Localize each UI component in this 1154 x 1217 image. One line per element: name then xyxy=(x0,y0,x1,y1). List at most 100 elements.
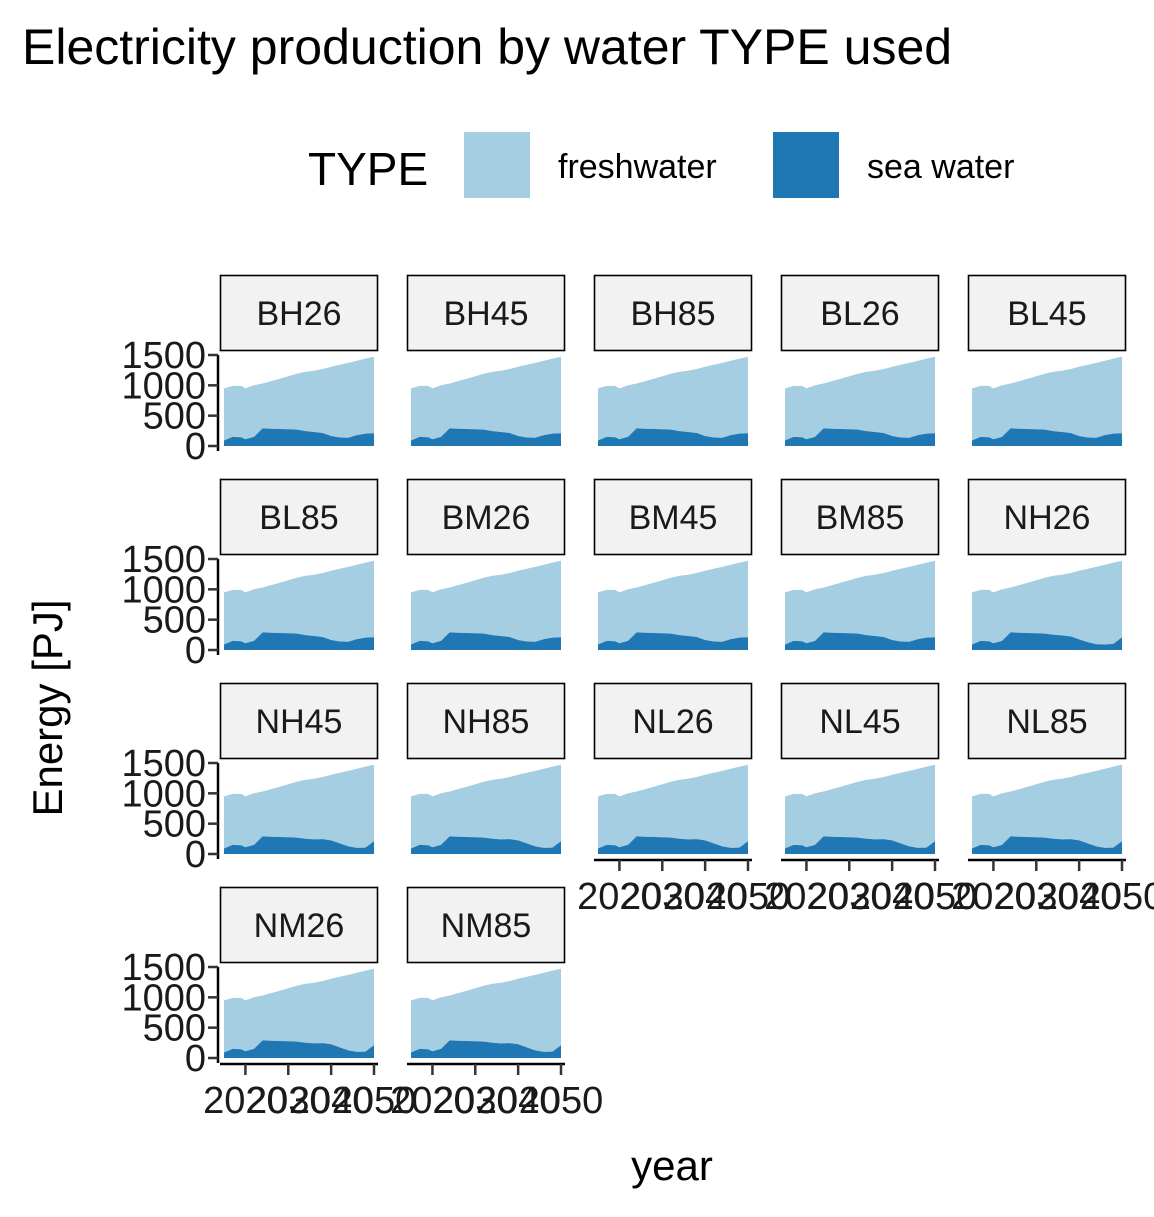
y-tick-label: 1000 xyxy=(121,365,206,407)
y-tick-label: 500 xyxy=(143,396,206,438)
area-sea-water-bl85 xyxy=(224,632,374,650)
legend-title: TYPE xyxy=(308,143,429,195)
facet-label-bl45: BL45 xyxy=(1007,295,1086,333)
facet-strip-bl26 xyxy=(780,274,940,352)
area-sea-water-bm26 xyxy=(411,632,561,650)
facet-label-nm85: NM85 xyxy=(441,907,532,945)
x-tick-label: 2050 xyxy=(706,876,791,918)
x-tick-label: 2030 xyxy=(620,876,705,918)
area-freshwater-nl26 xyxy=(598,764,748,849)
area-freshwater-bl45 xyxy=(972,356,1122,441)
facet-label-nl26: NL26 xyxy=(632,703,713,741)
y-tick-label: 1000 xyxy=(121,569,206,611)
facet-label-bm85: BM85 xyxy=(816,499,905,537)
x-tick-label: 2040 xyxy=(289,1080,374,1122)
area-freshwater-bm26 xyxy=(411,560,561,645)
y-tick-label: 0 xyxy=(185,630,206,672)
y-tick-label: 500 xyxy=(143,600,206,642)
x-tick-label: 2020 xyxy=(764,876,849,918)
area-freshwater-bh26 xyxy=(224,356,374,441)
area-sea-water-nh26 xyxy=(972,632,1122,650)
area-freshwater-nh45 xyxy=(224,764,374,849)
x-tick-label: 2050 xyxy=(893,876,978,918)
facet-label-bh85: BH85 xyxy=(630,295,715,333)
x-tick-label: 2020 xyxy=(951,876,1036,918)
area-freshwater-nm26 xyxy=(224,968,374,1053)
x-tick-label: 2050 xyxy=(332,1080,417,1122)
facet-strip-bm26 xyxy=(406,478,566,556)
area-sea-water-nl45 xyxy=(785,836,935,854)
facet-label-bh26: BH26 xyxy=(256,295,341,333)
facet-label-nm26: NM26 xyxy=(254,907,345,945)
y-tick-label: 1500 xyxy=(121,539,206,581)
area-sea-water-bh45 xyxy=(411,428,561,446)
facet-label-nl85: NL85 xyxy=(1006,703,1087,741)
facet-label-bh45: BH45 xyxy=(443,295,528,333)
facet-strip-bh26 xyxy=(219,274,379,352)
area-sea-water-bl45 xyxy=(972,428,1122,446)
y-tick-label: 1500 xyxy=(121,335,206,377)
facet-label-bm26: BM26 xyxy=(442,499,531,537)
x-tick-label: 2030 xyxy=(246,1080,331,1122)
x-tick-label: 2040 xyxy=(476,1080,561,1122)
x-tick-label: 2040 xyxy=(663,876,748,918)
area-freshwater-bl26 xyxy=(785,356,935,441)
x-tick-label: 2030 xyxy=(807,876,892,918)
area-sea-water-bh26 xyxy=(224,428,374,446)
area-sea-water-bh85 xyxy=(598,428,748,446)
y-tick-label: 1000 xyxy=(121,773,206,815)
area-freshwater-bm45 xyxy=(598,560,748,645)
area-sea-water-nl85 xyxy=(972,836,1122,854)
area-freshwater-bh45 xyxy=(411,356,561,441)
y-tick-label: 1500 xyxy=(121,743,206,785)
area-freshwater-nl85 xyxy=(972,764,1122,849)
legend-label-freshwater: freshwater xyxy=(558,148,717,186)
y-tick-label: 500 xyxy=(143,804,206,846)
facet-strip-nm85 xyxy=(406,886,566,964)
area-sea-water-nm85 xyxy=(411,1040,561,1058)
area-freshwater-nm85 xyxy=(411,968,561,1053)
x-tick-label: 2050 xyxy=(519,1080,604,1122)
y-tick-label: 0 xyxy=(185,834,206,876)
facet-label-nh26: NH26 xyxy=(1004,499,1091,537)
area-freshwater-bl85 xyxy=(224,560,374,645)
facet-label-nh45: NH45 xyxy=(256,703,343,741)
x-tick-label: 2050 xyxy=(1080,876,1154,918)
area-sea-water-nh85 xyxy=(411,836,561,854)
facet-strip-nl45 xyxy=(780,682,940,760)
y-tick-label: 0 xyxy=(185,426,206,468)
legend-label-sea-water: sea water xyxy=(867,148,1015,186)
area-sea-water-bm45 xyxy=(598,632,748,650)
facet-strip-bh85 xyxy=(593,274,753,352)
facet-strip-bl85 xyxy=(219,478,379,556)
facet-strip-bh45 xyxy=(406,274,566,352)
y-tick-label: 500 xyxy=(143,1008,206,1050)
area-sea-water-nl26 xyxy=(598,836,748,854)
facet-strip-nl85 xyxy=(967,682,1127,760)
area-sea-water-nh45 xyxy=(224,836,374,854)
facet-strip-nh26 xyxy=(967,478,1127,556)
facet-label-bm45: BM45 xyxy=(629,499,718,537)
area-freshwater-nh85 xyxy=(411,764,561,849)
facet-strip-bm45 xyxy=(593,478,753,556)
facet-label-bl85: BL85 xyxy=(259,499,338,537)
area-sea-water-nm26 xyxy=(224,1040,374,1058)
x-tick-label: 2030 xyxy=(433,1080,518,1122)
area-freshwater-bm85 xyxy=(785,560,935,645)
legend-key-freshwater xyxy=(464,132,530,198)
facet-label-bl26: BL26 xyxy=(820,295,899,333)
x-tick-label: 2040 xyxy=(850,876,935,918)
x-axis-title: year xyxy=(631,1142,713,1189)
y-axis-title: Energy [PJ] xyxy=(24,599,71,816)
facet-strip-nm26 xyxy=(219,886,379,964)
area-freshwater-nl45 xyxy=(785,764,935,849)
y-tick-label: 1000 xyxy=(121,977,206,1019)
facet-label-nh85: NH85 xyxy=(443,703,530,741)
x-tick-label: 2020 xyxy=(577,876,662,918)
y-tick-label: 0 xyxy=(185,1038,206,1080)
x-tick-label: 2020 xyxy=(203,1080,288,1122)
area-sea-water-bm85 xyxy=(785,632,935,650)
facet-label-nl45: NL45 xyxy=(819,703,900,741)
facet-strip-nh85 xyxy=(406,682,566,760)
